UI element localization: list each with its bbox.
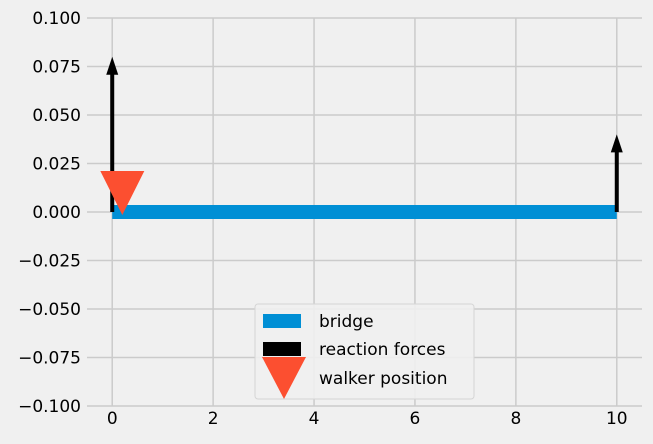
y-tick-label: −0.025 (18, 252, 81, 272)
reaction-force-arrow-head (610, 134, 623, 153)
legend-swatch-walker-position (262, 357, 306, 399)
y-axis-ticks: 0.100 0.075 0.050 0.025 0.000 −0.025 −0.050 −0.… (18, 9, 81, 417)
legend: bridge reaction forces walker position (254, 303, 475, 400)
legend-swatch-bridge (263, 314, 301, 328)
reaction-force-arrow-head (106, 56, 119, 75)
plot-area (100, 56, 623, 219)
y-tick-label: −0.050 (18, 300, 81, 320)
y-tick-label: −0.100 (18, 397, 81, 417)
x-axis-ticks: 0 2 4 6 8 10 (107, 409, 628, 429)
bridge-beam (112, 205, 617, 219)
legend-swatch-reaction-forces (263, 342, 301, 356)
x-tick-label: 4 (309, 409, 320, 429)
x-tick-label: 0 (107, 409, 118, 429)
y-tick-label: 0.050 (32, 106, 81, 126)
y-tick-label: 0.000 (32, 203, 81, 223)
y-tick-label: −0.075 (18, 349, 81, 369)
x-tick-label: 2 (208, 409, 219, 429)
legend-label-bridge: bridge (319, 312, 374, 332)
legend-label-walker-position: walker position (319, 369, 447, 389)
x-tick-label: 6 (410, 409, 421, 429)
y-tick-label: 0.025 (32, 155, 81, 175)
y-tick-label: 0.075 (32, 58, 81, 78)
walker-position-marker (100, 171, 145, 215)
x-tick-label: 10 (606, 409, 628, 429)
legend-box (254, 303, 475, 400)
legend-label-reaction-forces: reaction forces (319, 340, 446, 360)
x-tick-label: 8 (510, 409, 521, 429)
y-tick-label: 0.100 (32, 9, 81, 29)
